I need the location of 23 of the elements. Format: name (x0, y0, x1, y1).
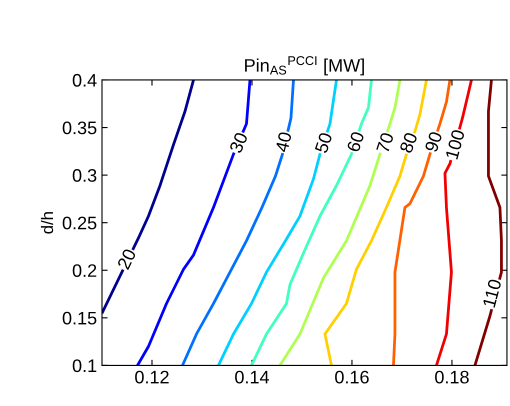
annotation: 110 (482, 278, 502, 308)
chart-title: Pin$_{AS}$$^{PCCI}$ [MW] (245, 56, 364, 76)
annotation: 20 (116, 248, 136, 270)
y-tick-label: 0.35 (62, 121, 96, 134)
annotation: 30 (229, 132, 248, 154)
y-tick-label: 0.4 (72, 74, 97, 87)
annotation: 80 (399, 132, 418, 154)
annotation: 70 (376, 132, 394, 154)
annotation: 100 (445, 129, 465, 160)
x-tick-label: 0.12 (135, 370, 169, 384)
y-tick-label: 0.15 (62, 312, 96, 325)
annotation: 60 (346, 130, 364, 152)
y-tick-label: 0.1 (72, 359, 96, 372)
y-tick-label: 0.3 (72, 169, 96, 182)
x-tick-label: 0.18 (435, 370, 469, 384)
x-tick-label: 0.16 (335, 370, 369, 384)
y-tick-label: 0.2 (72, 264, 96, 277)
annotation: 40 (275, 131, 292, 153)
y-axis-title: d/h (40, 212, 54, 234)
annotation: 90 (424, 130, 442, 153)
annotation: 50 (314, 132, 332, 154)
x-tick-label: 0.14 (235, 370, 270, 384)
y-tick-label: 0.25 (62, 216, 96, 230)
